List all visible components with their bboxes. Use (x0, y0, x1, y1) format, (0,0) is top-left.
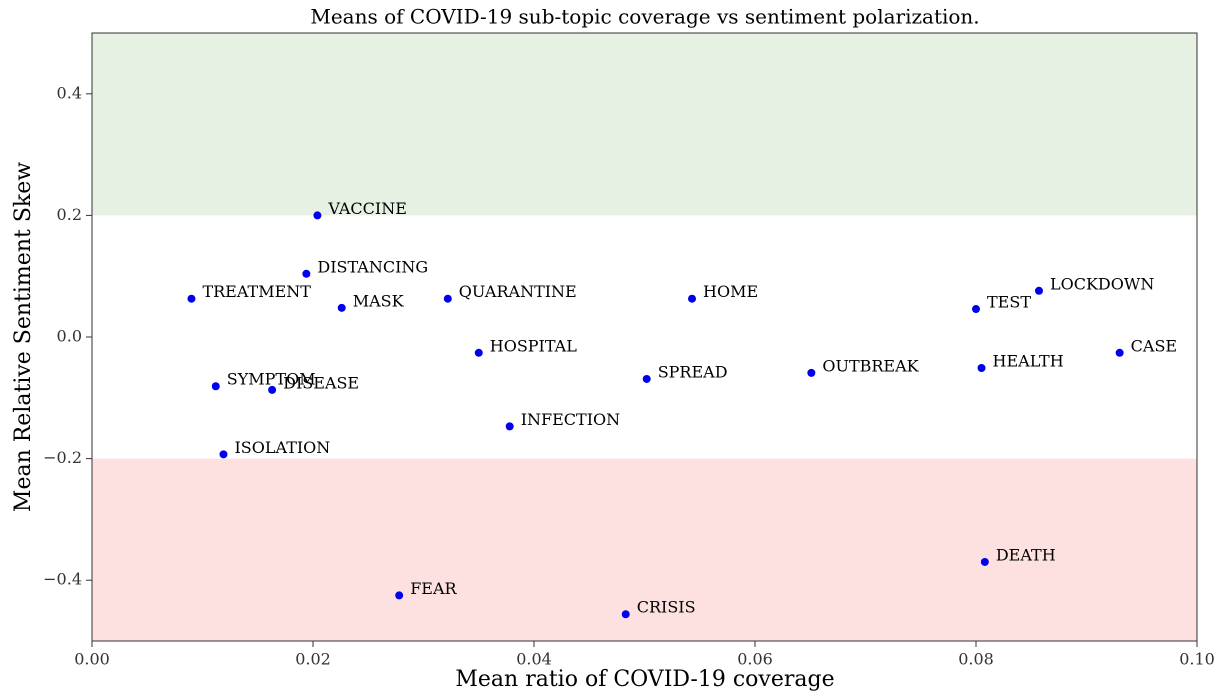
x-axis-label: Mean ratio of COVID-19 coverage (455, 667, 834, 692)
x-tick-label: 0.02 (295, 650, 331, 669)
chart-title: Means of COVID-19 sub-topic coverage vs … (310, 5, 979, 29)
point-label: QUARANTINE (459, 282, 577, 301)
point-label: INFECTION (521, 410, 620, 429)
plot-frame (91, 32, 1198, 642)
point-label: MASK (353, 291, 405, 310)
band (92, 33, 1197, 216)
point (187, 294, 196, 303)
point (337, 303, 346, 312)
point (972, 305, 980, 314)
point (977, 364, 986, 373)
x-tick-label: 0.08 (958, 650, 994, 669)
point (980, 557, 989, 566)
point (1034, 286, 1043, 295)
point (621, 610, 630, 619)
point-label: OUTBREAK (822, 356, 919, 375)
point-label: TREATMENT (202, 282, 311, 301)
y-tick-label: 0.2 (57, 205, 82, 224)
point-label: VACCINE (327, 199, 407, 218)
point-label: DISTANCING (317, 257, 428, 276)
band (92, 458, 1197, 641)
y-tick-label: 0.4 (57, 83, 82, 102)
point (302, 269, 311, 278)
y-tick-label: −0.2 (43, 448, 82, 467)
point (642, 374, 651, 383)
y-axis-label: Mean Relative Sentiment Skew (11, 162, 36, 512)
point-label: TEST (987, 293, 1031, 312)
point (505, 422, 514, 431)
point (807, 368, 816, 377)
y-tick-label: −0.4 (43, 570, 82, 589)
point (443, 294, 452, 303)
point-label: HOME (703, 282, 758, 301)
point-label: DEATH (996, 545, 1056, 564)
point-label: DISEASE (283, 373, 359, 392)
point-label: CRISIS (637, 598, 696, 617)
y-tick-label: 0.0 (57, 327, 82, 346)
point (688, 294, 697, 303)
point-label: SYMPTOM (227, 370, 316, 389)
point (268, 385, 277, 394)
x-tick-label: 0.06 (737, 650, 773, 669)
x-tick-label: 0.10 (1179, 650, 1215, 669)
point-label: HEALTH (993, 352, 1064, 371)
point-label: HOSPITAL (490, 336, 577, 355)
point (211, 382, 220, 391)
x-tick-label: 0.04 (516, 650, 552, 669)
point-label: CASE (1131, 336, 1177, 355)
x-tick-label: 0.00 (74, 650, 110, 669)
point-label: LOCKDOWN (1050, 274, 1154, 293)
point (474, 348, 483, 357)
point-label: FEAR (410, 579, 457, 598)
point-label: SPREAD (658, 362, 728, 381)
point (1115, 348, 1124, 357)
point (313, 211, 322, 220)
point (219, 450, 228, 459)
point (395, 591, 404, 600)
point-label: ISOLATION (234, 438, 330, 457)
